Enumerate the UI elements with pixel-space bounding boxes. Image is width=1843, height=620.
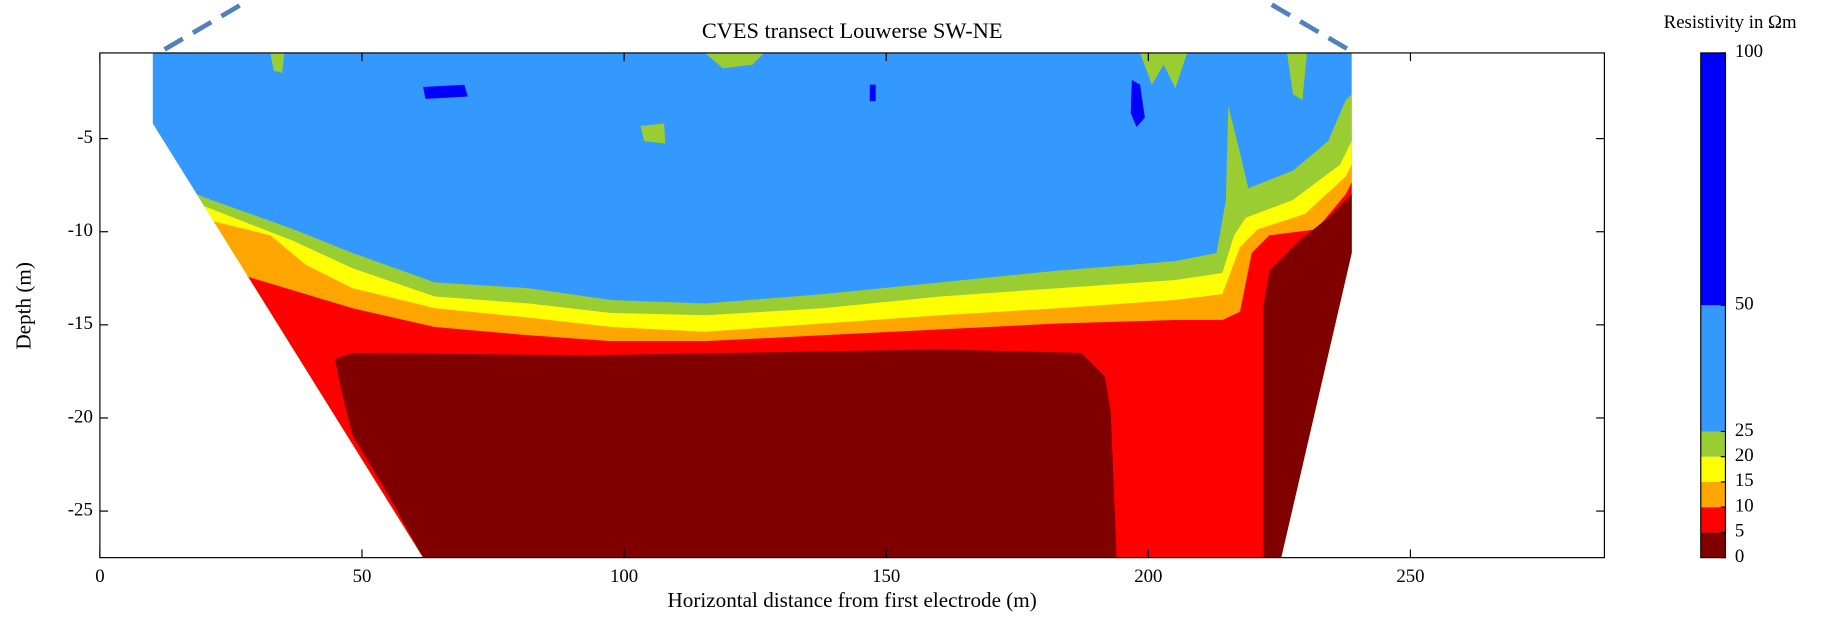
contour-region [869,84,876,102]
colorbar-tick-label: 100 [1735,41,1763,62]
x-tick-label: 250 [1396,566,1424,587]
colorbar-tick-label: 10 [1735,495,1754,516]
dashed-marker [163,2,243,52]
colorbar-tick-label: 50 [1735,294,1754,315]
y-axis-label: Depth (m) [12,262,36,350]
contour-region [270,52,285,73]
y-tick-label: -25 [68,499,93,520]
x-tick-label: 50 [353,566,372,587]
colorbar-tick-label: 15 [1735,470,1754,491]
colorbar-tick-label: 25 [1735,420,1754,441]
colorbar-label: Resistivity in Ωm [1664,12,1797,33]
colorbar-band [1700,305,1726,432]
contour-region [1287,52,1308,100]
chart-title: CVES transect Louwerse SW-NE [702,18,1003,43]
colorbar-tick-label: 20 [1735,445,1754,466]
colorbar-band [1700,507,1726,533]
x-tick-label: 200 [1134,566,1162,587]
colorbar-band [1700,532,1726,558]
colorbar-tick-label: 0 [1735,546,1744,567]
colorbar-band [1700,456,1726,482]
x-tick-label: 0 [95,566,104,587]
colorbar-band [1700,431,1726,457]
y-tick-label: -20 [68,406,93,427]
x-axis-label: Horizontal distance from first electrode… [667,588,1036,612]
colorbar-tick-label: 5 [1735,521,1744,542]
plot-frame [99,52,1605,559]
contour-region [1130,80,1145,128]
colorbar-band [1700,481,1726,508]
y-tick-label: -10 [68,220,93,241]
x-tick-label: 150 [872,566,900,587]
y-tick-label: -5 [77,127,93,148]
contour-region [1140,52,1188,89]
contour-region [1263,194,1352,558]
x-tick-label: 100 [610,566,638,587]
y-tick-label: -15 [68,313,93,334]
contour-field [152,52,1352,558]
colorbar-band [1700,52,1726,306]
contour-region [423,84,468,99]
dashed-marker [1270,2,1350,52]
contour-region [705,52,764,69]
contour-region [640,123,666,144]
contour-region [334,349,1117,558]
